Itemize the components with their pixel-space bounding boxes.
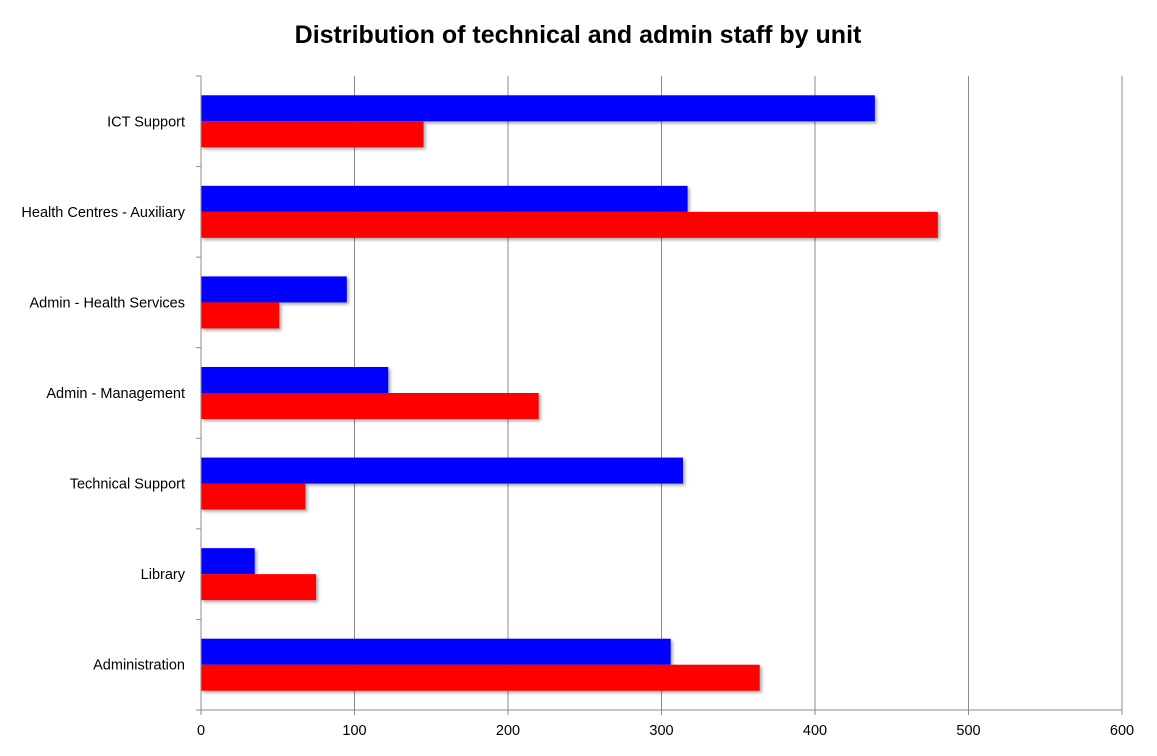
x-tick-label: 400: [803, 723, 827, 739]
bar: [201, 95, 875, 122]
category-label: Health Centres - Auxiliary: [21, 205, 185, 221]
axes: 0 100 200 300 400 500 600 ICT Support Health Cen…: [21, 75, 1134, 739]
x-tick-label: 300: [649, 723, 673, 739]
bars: [201, 95, 938, 691]
bar: [201, 457, 683, 484]
bar: [201, 121, 424, 148]
x-tick-label: 600: [1110, 723, 1134, 739]
category-label: Library: [141, 567, 186, 583]
bar: [201, 302, 280, 329]
category-label: ICT Support: [107, 114, 185, 130]
x-tick-label: 200: [496, 723, 520, 739]
bar: [201, 638, 671, 665]
bar: [201, 211, 938, 238]
chart-title: Distribution of technical and admin staf…: [295, 21, 862, 49]
bar: [201, 574, 317, 601]
gridlines: [354, 76, 1123, 710]
x-tick-label: 0: [197, 723, 205, 739]
x-tick-label: 500: [956, 723, 980, 739]
bar: [201, 664, 760, 691]
bar: [201, 483, 306, 510]
category-label: Admin - Health Services: [29, 295, 185, 311]
bar: [201, 367, 389, 393]
category-label: Administration: [93, 658, 185, 674]
category-label: Technical Support: [70, 477, 185, 493]
bar: [201, 548, 255, 575]
bar: [201, 393, 539, 419]
category-label: Admin - Management: [46, 386, 185, 402]
bar: [201, 276, 347, 303]
bar: [201, 185, 688, 212]
x-tick-label: 100: [342, 723, 366, 739]
